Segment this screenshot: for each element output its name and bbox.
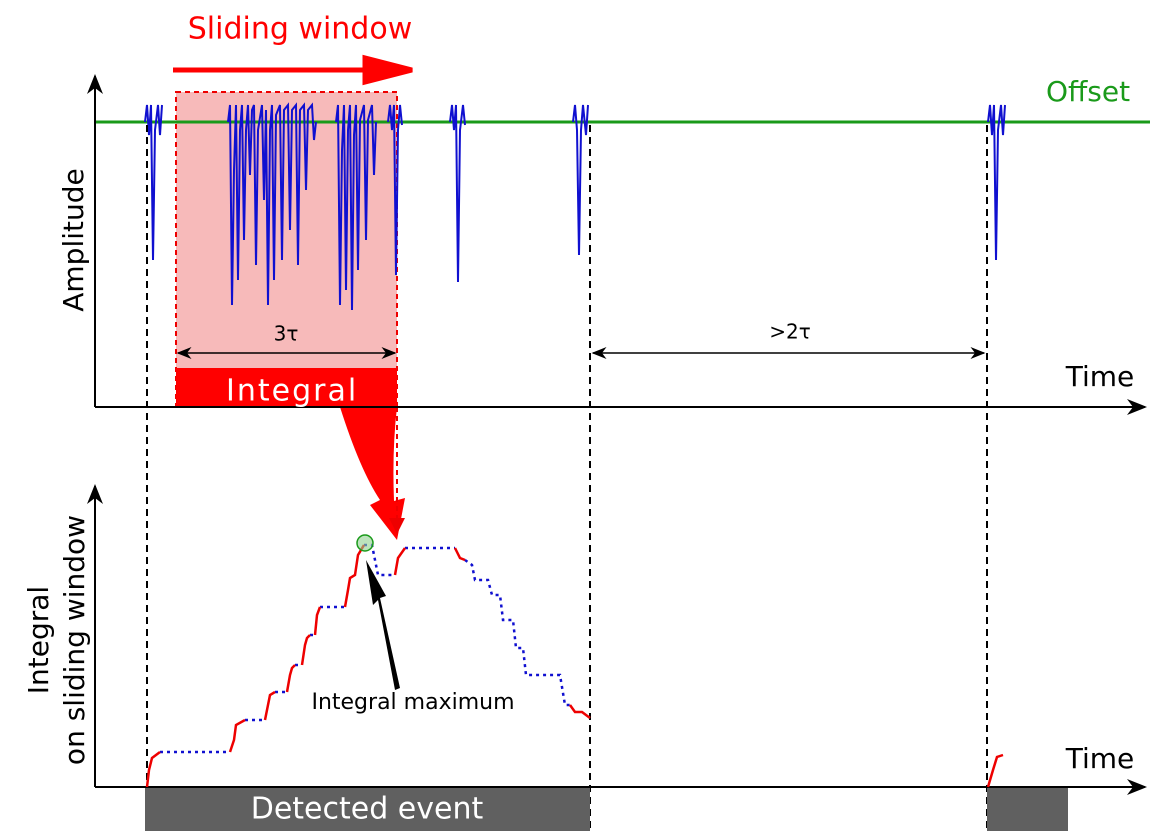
- integral-bar: [176, 368, 397, 407]
- event-bounds: [146, 125, 988, 831]
- y-label-2b: on sliding window: [58, 515, 91, 765]
- integral-curve: [145, 543, 1004, 788]
- width-label: 3τ: [274, 322, 299, 346]
- pulses: [144, 102, 1006, 311]
- offset-label: Offset: [1046, 75, 1130, 108]
- max-label: Integral maximum: [311, 690, 514, 715]
- gap-label: >2τ: [769, 320, 811, 344]
- slide-arrow: [173, 54, 413, 86]
- y-label: Amplitude: [57, 168, 90, 312]
- max-marker: [356, 534, 374, 552]
- integral-label: Integral: [226, 374, 358, 409]
- event-bar-2: [987, 788, 1068, 831]
- event-bar: [145, 788, 590, 831]
- event-label: Detected event: [251, 792, 484, 827]
- title: Sliding window: [188, 12, 413, 47]
- integral-arrow: [340, 407, 405, 540]
- x-label-2: Time: [1065, 742, 1135, 775]
- x-label: Time: [1065, 360, 1135, 393]
- y-label-2a: Integral: [22, 586, 55, 694]
- max-arrow: [366, 560, 400, 690]
